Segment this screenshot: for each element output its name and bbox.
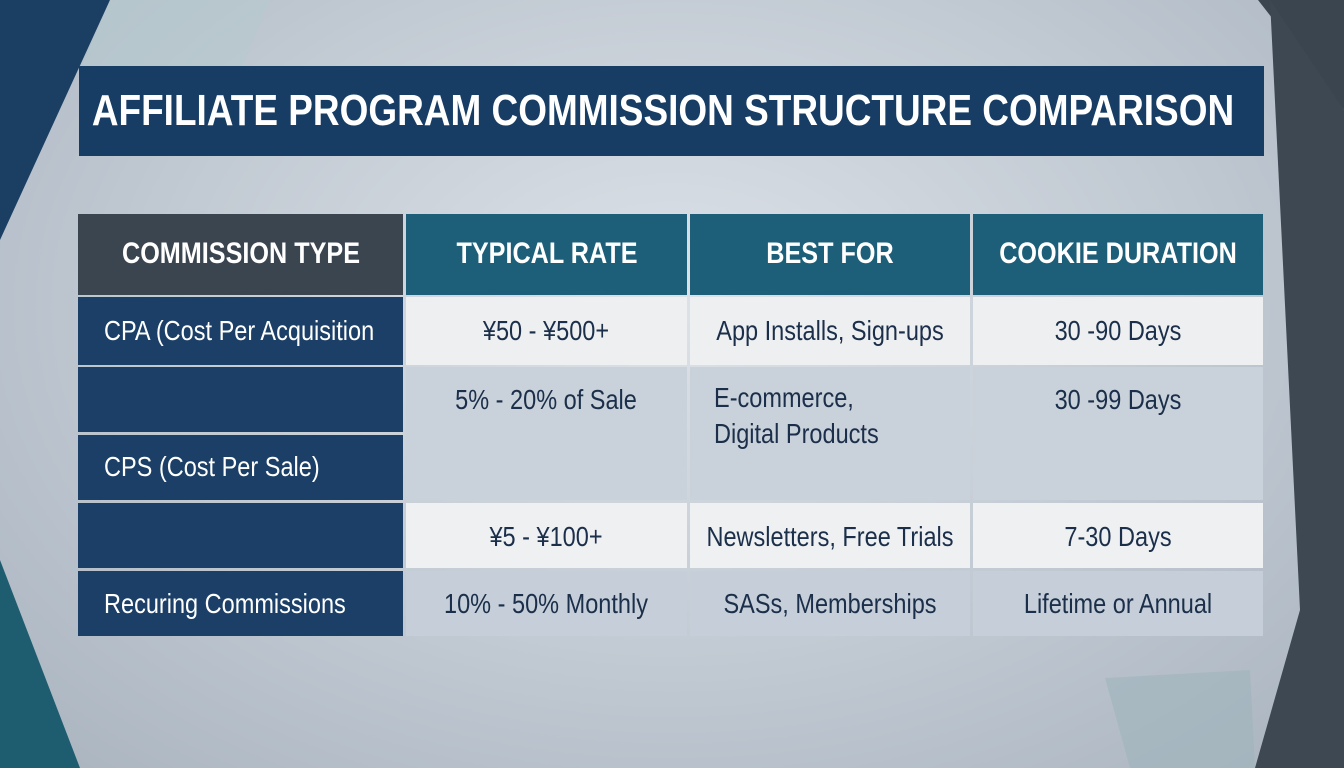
cell-label: COMMISSION TYPE: [121, 237, 360, 270]
decor: [80, 0, 270, 70]
cell-label: App Installs, Sign-ups: [716, 315, 944, 346]
header-cell: [78, 214, 403, 295]
data-cell: [690, 367, 970, 500]
data-cell: [973, 571, 1263, 636]
cell-label: Newsletters, Free Trials: [706, 521, 954, 552]
cell-text: ¥50 - ¥500+: [471, 317, 621, 345]
title-text: AFFILIATE PROGRAM COMMISSION STRUCTURE C…: [91, 86, 1235, 135]
cell-label: 30 -90 Days: [1054, 315, 1182, 346]
cell-label: CPS (Cost Per Sale): [104, 451, 320, 482]
cell-label: 5% - 20% of Sale: [455, 384, 637, 415]
cell-label: 30 -99 Days: [1054, 384, 1182, 415]
decor: [0, 0, 110, 240]
data-cell: [690, 571, 970, 636]
cell-label: Digital Products: [714, 418, 879, 449]
cell-text: CPA (Cost Per Acquisition: [104, 317, 426, 345]
header-cell: [690, 214, 970, 295]
cell-label: SASs, Memberships: [723, 588, 937, 619]
header-cell: [406, 214, 687, 295]
cell-text: Recuring Commissions: [104, 590, 392, 618]
cell-text: COOKIE DURATION: [977, 239, 1260, 269]
type-cell: [78, 435, 403, 500]
data-cell: [406, 503, 687, 568]
cell-text: 30 -90 Days: [1043, 317, 1194, 345]
decor: [1105, 670, 1255, 768]
cell-text: E-commerce,: [714, 384, 880, 412]
cell-text: Digital Products: [714, 420, 910, 448]
cell-text: 10% - 50% Monthly: [425, 590, 668, 618]
cell-text: COMMISSION TYPE: [99, 239, 382, 269]
cell-label: Recuring Commissions: [104, 588, 346, 619]
data-cell: [406, 571, 687, 636]
cell-text: App Installs, Sign-ups: [695, 317, 966, 345]
cell-text: CPS (Cost Per Sale): [104, 453, 361, 481]
data-cell: [690, 297, 970, 365]
cell-text: 7-30 Days: [1054, 523, 1182, 551]
cell-label: Lifetime or Annual: [1023, 588, 1213, 619]
data-cell: [406, 297, 687, 365]
title-bar: [79, 66, 1264, 156]
cell-label: 7-30 Days: [1064, 521, 1172, 552]
cell-label: ¥50 - ¥500+: [482, 315, 610, 346]
cell-text: Newsletters, Free Trials: [683, 523, 977, 551]
type-cell: [78, 571, 403, 636]
cell-label: ¥5 - ¥100+: [489, 521, 603, 552]
cell-label: COOKIE DURATION: [999, 237, 1237, 270]
cell-label: CPA (Cost Per Acquisition: [104, 315, 375, 346]
header-cell: [973, 214, 1263, 295]
cell-text: ¥5 - ¥100+: [479, 523, 614, 551]
data-cell: [406, 367, 687, 500]
decor: [1255, 0, 1344, 768]
cell-text: 5% - 20% of Sale: [438, 386, 654, 414]
type-cell: [78, 503, 403, 568]
data-cell: [690, 503, 970, 568]
cell-label: E-commerce,: [714, 382, 854, 413]
data-cell: [973, 503, 1263, 568]
type-cell: [78, 367, 403, 432]
data-cell: [973, 367, 1263, 500]
cell-text: BEST FOR: [754, 239, 906, 269]
cell-label: BEST FOR: [766, 237, 894, 270]
cell-label: 10% - 50% Monthly: [444, 588, 648, 619]
title: AFFILIATE PROGRAM COMMISSION STRUCTURE C…: [0, 89, 1343, 133]
cell-text: Lifetime or Annual: [1006, 590, 1230, 618]
cell-text: 30 -99 Days: [1043, 386, 1194, 414]
cell-label: TYPICAL RATE: [455, 237, 638, 270]
data-cell: [973, 297, 1263, 365]
cell-text: TYPICAL RATE: [439, 239, 655, 269]
type-cell: [78, 297, 403, 365]
cell-text: SASs, Memberships: [703, 590, 957, 618]
decor: [0, 560, 80, 768]
